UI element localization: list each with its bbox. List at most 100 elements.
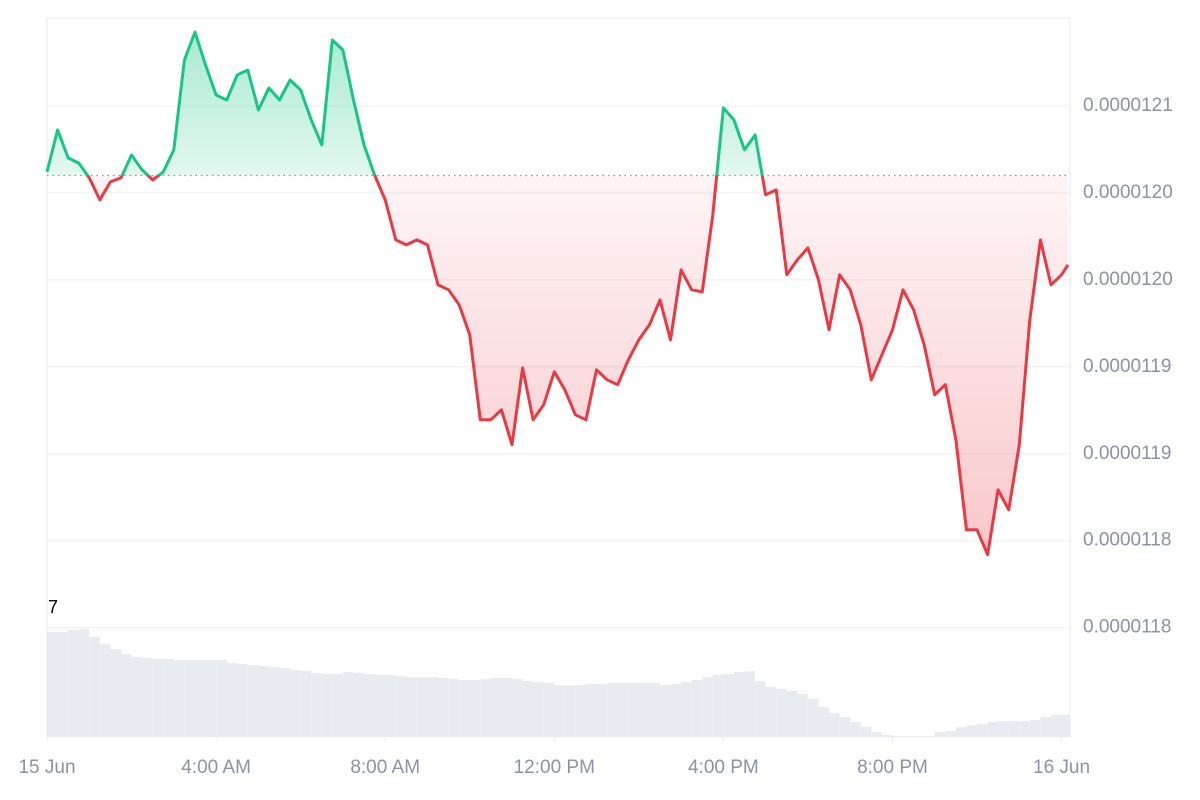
volume-bar bbox=[723, 674, 734, 737]
volume-bar bbox=[564, 685, 576, 737]
volume-bar bbox=[385, 675, 396, 737]
y-tick-label: 0.0000119 bbox=[1083, 443, 1171, 464]
y-tick-label: 0.0000118 bbox=[1083, 617, 1171, 638]
volume-bar bbox=[448, 679, 460, 737]
volume-bar bbox=[691, 680, 703, 737]
volume-bar bbox=[512, 679, 523, 737]
y-tick-label: 0.0000118 bbox=[1083, 530, 1171, 551]
volume-bar bbox=[522, 681, 534, 737]
volume-bar bbox=[712, 675, 724, 737]
volume-bar bbox=[860, 727, 872, 737]
y-tick-label: 0.0000120 bbox=[1083, 269, 1173, 290]
volume-bar bbox=[226, 663, 238, 737]
volume-bar bbox=[786, 691, 798, 737]
volume-bar bbox=[702, 677, 713, 737]
volume-bar bbox=[966, 725, 977, 737]
volume-bar bbox=[755, 681, 766, 737]
volume-bar bbox=[596, 684, 608, 737]
volume-bar bbox=[131, 657, 143, 737]
volume-bar bbox=[99, 644, 111, 737]
volume-bar bbox=[142, 658, 153, 737]
volume-bar bbox=[184, 660, 195, 737]
volume-bar bbox=[163, 659, 174, 737]
volume-bar bbox=[533, 682, 544, 737]
volume-label: 7 bbox=[48, 597, 58, 617]
volume-bar bbox=[934, 732, 946, 737]
volume-bar bbox=[152, 659, 164, 737]
volume-bar bbox=[374, 675, 386, 737]
x-tick-label: 4:00 AM bbox=[181, 757, 251, 778]
x-tick-label: 16 Jun bbox=[1033, 757, 1090, 778]
volume-bar bbox=[955, 727, 967, 737]
volume-bar bbox=[342, 672, 354, 737]
volume-bar bbox=[744, 671, 756, 737]
volume-bar bbox=[480, 679, 491, 737]
volume-bar bbox=[78, 629, 90, 737]
volume-bar bbox=[807, 699, 819, 737]
volume-bar bbox=[1019, 721, 1030, 737]
volume-bar bbox=[913, 736, 925, 737]
x-tick-label: 15 Jun bbox=[18, 757, 75, 778]
volume-bar bbox=[427, 677, 439, 737]
volume-bar bbox=[638, 683, 650, 737]
price-line bbox=[45, 30, 1070, 557]
volume-bar bbox=[300, 671, 312, 737]
volume-bar bbox=[416, 677, 428, 737]
volume-bar bbox=[120, 654, 132, 737]
volume-bar bbox=[1040, 717, 1051, 737]
volume-bar bbox=[490, 678, 502, 737]
volume-bar bbox=[543, 683, 555, 737]
volume-bar bbox=[797, 694, 808, 737]
volume-bar bbox=[924, 736, 935, 737]
volume-bar bbox=[659, 685, 671, 737]
volume-bar bbox=[57, 632, 69, 737]
volume-bar bbox=[194, 660, 206, 737]
volume-bar bbox=[871, 732, 882, 737]
volume-bar bbox=[68, 630, 79, 737]
volume-bar bbox=[977, 724, 988, 737]
volume-bar bbox=[290, 670, 301, 737]
volume-bar bbox=[628, 683, 639, 737]
volume-bar bbox=[670, 684, 682, 737]
volume-bar bbox=[247, 665, 259, 737]
volume-bar bbox=[258, 666, 269, 737]
volume-bar bbox=[839, 717, 851, 737]
volume-bar bbox=[321, 674, 333, 737]
y-tick-label: 0.0000121 bbox=[1083, 95, 1173, 116]
volume-bar bbox=[279, 668, 291, 737]
volume-bar bbox=[1008, 721, 1020, 737]
volume-bar bbox=[892, 736, 904, 737]
volume-bar bbox=[945, 731, 956, 737]
volume-bar bbox=[998, 721, 1009, 737]
volume-bar bbox=[47, 632, 58, 737]
volume-bar bbox=[818, 707, 830, 737]
x-tick-label: 8:00 AM bbox=[350, 757, 420, 778]
volume-bar bbox=[776, 689, 787, 737]
volume-bar bbox=[89, 637, 100, 737]
volume-bar bbox=[575, 685, 586, 737]
volume-bar bbox=[850, 722, 861, 737]
volume-bar bbox=[332, 674, 343, 737]
volume-bar bbox=[881, 735, 893, 737]
volume-bar bbox=[987, 722, 999, 737]
volume-bar bbox=[649, 683, 660, 737]
volume-bar bbox=[1050, 715, 1062, 737]
volume-bar bbox=[173, 660, 185, 737]
volume-bar bbox=[501, 678, 512, 737]
volume-bar bbox=[237, 664, 248, 737]
y-tick-label: 0.0000119 bbox=[1083, 356, 1171, 377]
volume-bar bbox=[311, 673, 322, 737]
volume-bar bbox=[829, 713, 840, 737]
y-tick-label: 0.0000120 bbox=[1083, 182, 1173, 203]
volume-bar bbox=[765, 687, 777, 737]
volume-bar bbox=[585, 684, 597, 737]
volume-bar bbox=[364, 674, 375, 737]
volume-bar bbox=[903, 736, 914, 737]
volume-bar bbox=[1061, 715, 1068, 737]
price-area bbox=[47, 32, 1068, 555]
volume-bar bbox=[1067, 714, 1070, 737]
volume-bar bbox=[607, 683, 618, 737]
volume-bar bbox=[268, 667, 280, 737]
volume-bar bbox=[733, 672, 745, 737]
volume-bar bbox=[469, 680, 481, 737]
